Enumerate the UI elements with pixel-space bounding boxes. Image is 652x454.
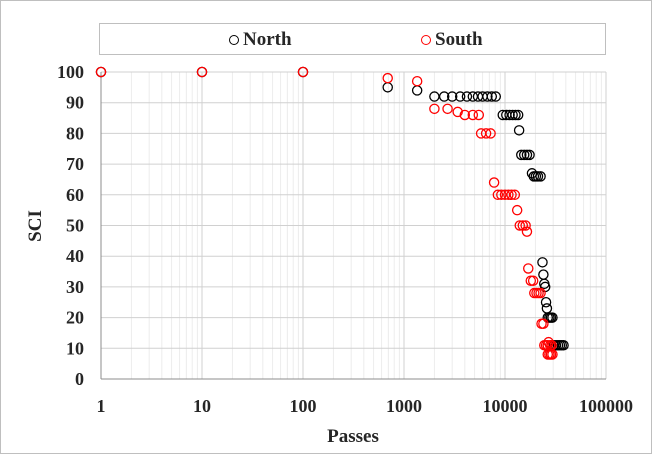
data-point-north — [538, 269, 549, 280]
y-axis-title: SCI — [25, 210, 46, 242]
data-point-north — [558, 339, 569, 351]
data-point-north — [512, 109, 524, 121]
data-point-north — [518, 149, 530, 161]
legend-marker-south — [421, 35, 431, 45]
data-point-south — [485, 128, 496, 139]
data-point-north — [507, 109, 518, 121]
data-point-north — [510, 109, 521, 121]
legend-item-south: South — [421, 29, 483, 51]
y-tick-label: 50 — [66, 216, 84, 236]
data-point-south — [511, 204, 523, 216]
y-tick-label: 80 — [66, 123, 84, 143]
x-tick-label: 100000 — [579, 396, 633, 416]
data-point-north — [537, 257, 548, 268]
data-point-south — [382, 72, 393, 84]
x-tick-label: 1 — [97, 396, 106, 416]
data-point-north — [535, 171, 546, 182]
y-tick-label: 20 — [66, 308, 84, 328]
data-point-north — [461, 91, 473, 102]
y-tick-label: 10 — [66, 338, 84, 358]
data-point-south — [488, 177, 500, 188]
x-axis-title: Passes — [327, 426, 379, 447]
data-point-north — [490, 91, 502, 102]
data-point-south — [480, 128, 492, 139]
data-point-north — [532, 171, 544, 182]
data-point-south — [509, 189, 521, 201]
data-point-north — [516, 149, 527, 161]
data-point-south — [467, 109, 479, 121]
data-point-north — [547, 312, 558, 323]
y-tick-label: 100 — [57, 62, 84, 82]
legend-marker-north — [229, 35, 239, 45]
axes — [100, 72, 606, 380]
data-point-south — [547, 349, 558, 360]
data-points — [95, 66, 569, 360]
data-point-south — [527, 275, 539, 287]
data-point-north — [524, 149, 535, 161]
data-point-north — [382, 82, 393, 93]
data-point-south — [297, 66, 309, 78]
data-point-north — [411, 85, 423, 96]
data-point-north — [540, 296, 552, 308]
data-point-north — [486, 91, 498, 102]
x-tick-label: 100 — [290, 396, 317, 416]
legend-label-north: North — [243, 29, 292, 50]
series-north — [95, 66, 569, 351]
data-point-north — [497, 109, 509, 121]
data-point-south — [521, 226, 533, 237]
data-point-south — [492, 189, 504, 201]
y-tick-label: 30 — [66, 277, 84, 297]
x-tick-label: 1000 — [386, 396, 422, 416]
data-point-north — [513, 125, 525, 136]
data-point-south — [473, 109, 485, 121]
data-point-south — [429, 103, 440, 115]
data-point-south — [503, 189, 514, 201]
data-point-south — [196, 66, 208, 78]
x-tick-label: 10 — [193, 396, 211, 416]
data-point-north — [521, 149, 533, 161]
data-point-south — [538, 318, 549, 329]
legend-label-south: South — [435, 29, 483, 50]
data-point-north — [446, 91, 458, 102]
data-point-south — [411, 75, 423, 87]
series-south — [95, 66, 558, 360]
legend: North South — [99, 23, 606, 55]
data-point-north — [541, 303, 553, 314]
y-tick-label: 90 — [66, 93, 84, 113]
data-point-south — [95, 66, 107, 78]
data-point-south — [514, 220, 526, 231]
data-point-south — [452, 106, 463, 118]
data-point-south — [442, 103, 453, 115]
y-tick-label: 70 — [66, 154, 84, 174]
data-point-north — [482, 91, 493, 102]
data-point-south — [459, 109, 471, 121]
legend-item-north: North — [229, 29, 292, 51]
data-point-north — [438, 91, 450, 102]
grid — [100, 71, 607, 380]
data-point-north — [454, 91, 466, 102]
tick-labels: 1 10 100 1000 10000 100000 0 10 20 30 40 50 60 70 80 90… — [57, 62, 633, 416]
data-point-south — [506, 189, 517, 201]
y-tick-label: 40 — [66, 246, 84, 266]
data-point-south — [523, 263, 534, 274]
data-point-south — [535, 287, 546, 299]
x-tick-label: 10000 — [483, 396, 528, 416]
data-point-south — [520, 220, 531, 231]
y-tick-label: 0 — [75, 369, 84, 389]
y-tick-label: 60 — [66, 185, 84, 205]
data-point-south — [496, 189, 507, 201]
